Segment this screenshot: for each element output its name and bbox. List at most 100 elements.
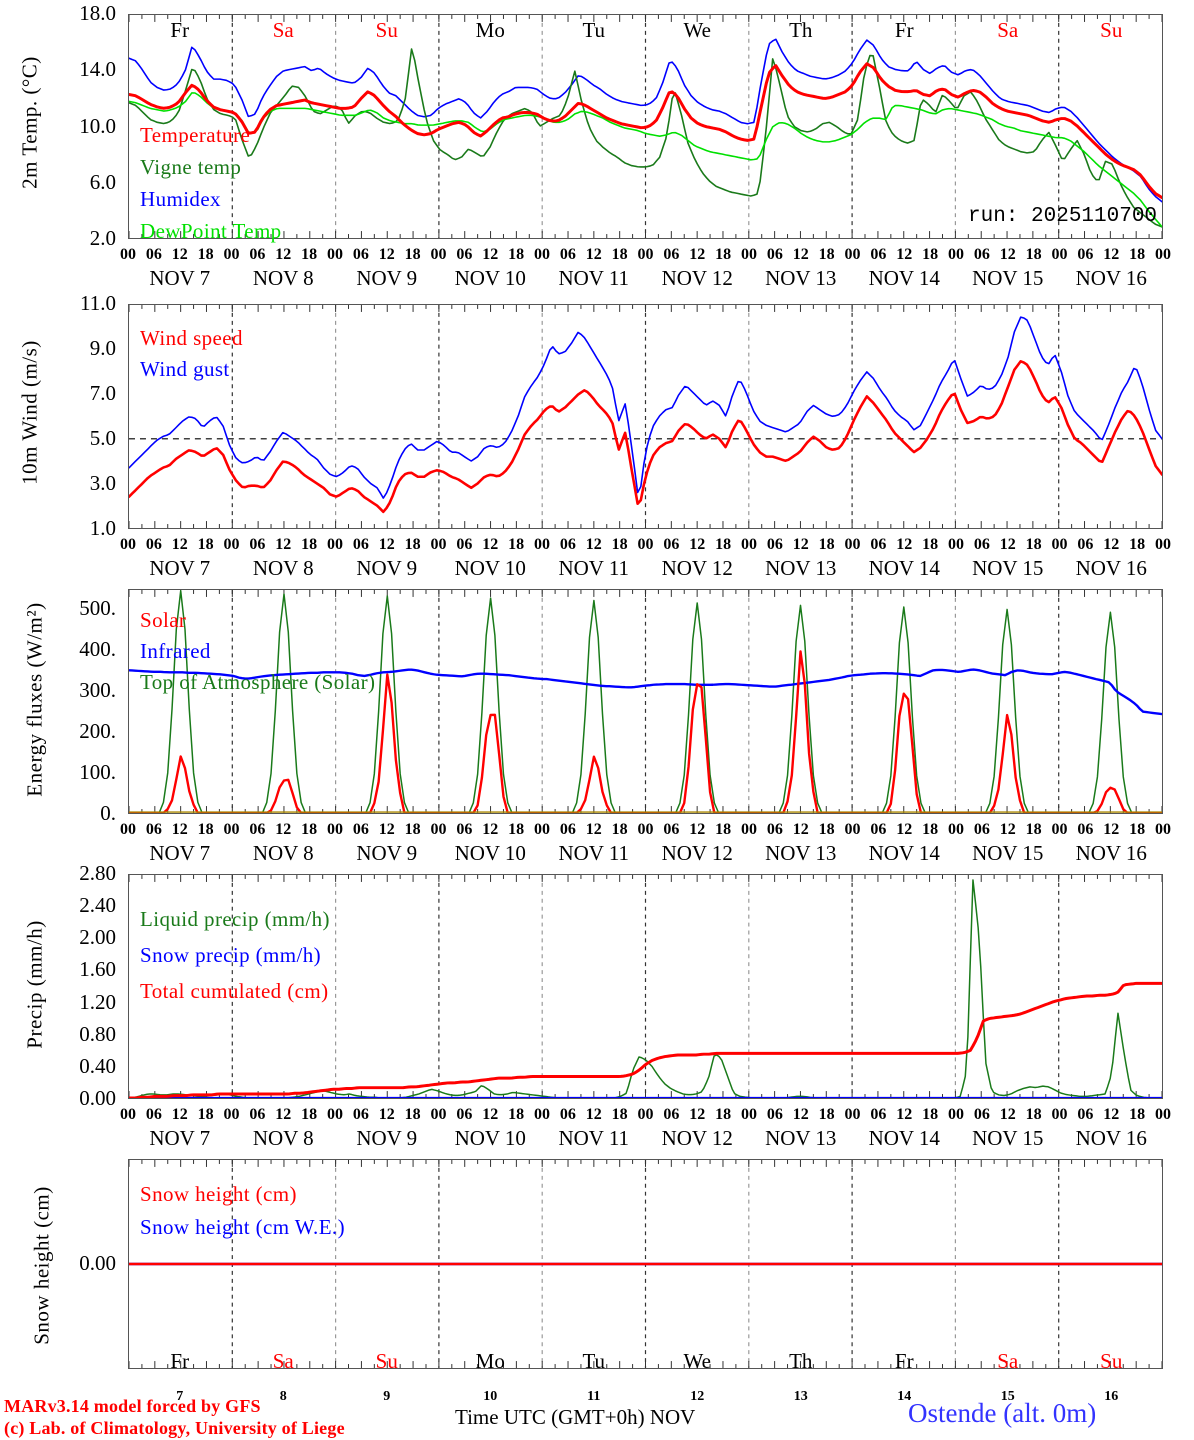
hour-tick-18: 18 [404,536,421,553]
hour-tick-06: 06 [870,246,887,263]
day-number-11: 11 [587,1389,601,1404]
hour-tick-00: 00 [120,821,136,838]
date-label-12: NOV 12 [661,556,733,580]
hour-tick-12: 12 [482,821,499,838]
hour-tick-00: 00 [327,1106,343,1123]
legend-item-precip-0: Liquid precip (mm/h) [140,907,330,931]
hour-tick-06: 06 [663,821,680,838]
hour-tick-18: 18 [508,1106,525,1123]
hour-tick-12: 12 [1103,1106,1120,1123]
xaxis-title: Time UTC (GMT+0h) NOV [455,1405,696,1429]
hour-tick-18: 18 [818,821,835,838]
date-label-15: NOV 15 [972,266,1044,290]
hour-tick-18: 18 [922,246,939,263]
hour-tick-06: 06 [559,536,576,553]
hour-tick-12: 12 [378,536,395,553]
series-humidex [129,38,1162,203]
day-number-8: 8 [279,1389,287,1404]
hour-tick-06: 06 [1077,821,1094,838]
ytick-wind-2: 5.0 [89,426,116,450]
day-label-su-9: Su [1100,18,1123,42]
legend-item-temperature-2: Humidex [140,187,221,211]
hour-tick-00: 00 [948,821,964,838]
date-label-14: NOV 14 [868,1126,940,1150]
day-label-fr-0: Fr [170,1349,190,1373]
hour-tick-12: 12 [482,1106,499,1123]
hour-tick-00: 00 [327,821,343,838]
ytick-precip-4: 1.60 [79,957,116,982]
date-label-14: NOV 14 [868,266,940,290]
plot-area-wind [128,304,1163,529]
series-dewpoint-temp [129,92,1162,228]
hour-tick-06: 06 [352,1106,369,1123]
hour-tick-18: 18 [818,1106,835,1123]
hour-tick-00: 00 [120,1106,136,1123]
hour-tick-06: 06 [973,1106,990,1123]
day-label-su-2: Su [375,18,398,42]
hour-tick-18: 18 [715,246,732,263]
day-label-sa-1: Sa [272,18,294,42]
hour-tick-06: 06 [870,1106,887,1123]
hour-tick-00: 00 [327,246,343,263]
panel-temperature: 2m Temp. (°C) 2.0 6.0 10.0 14.0 18.0 Tempera… [0,0,1194,290]
date-label-9: NOV 9 [356,556,418,580]
hour-tick-00: 00 [430,821,447,838]
ytick-temperature-1: 6.0 [89,169,116,194]
plot-area-energy [128,589,1163,814]
day-label-mo-3: Mo [475,18,505,42]
date-label-9: NOV 9 [356,841,418,865]
ytick-wind-1: 3.0 [89,471,116,495]
hour-tick-00: 00 [430,1106,447,1123]
hour-tick-12: 12 [378,1106,395,1123]
hour-tick-06: 06 [249,821,266,838]
legend-item-snow_height-1: Snow height (cm W.E.) [140,1215,345,1239]
hour-tick-18: 18 [715,1106,732,1123]
hour-tick-12: 12 [378,821,395,838]
ytick-wind-3: 7.0 [89,381,116,405]
hour-tick-12: 12 [896,1106,913,1123]
hour-tick-06: 06 [663,246,680,263]
hour-tick-06: 06 [456,246,473,263]
ytick-energy_fluxes-5: 500. [79,596,116,621]
hour-tick-00: 00 [637,246,654,263]
hour-tick-18: 18 [301,1106,318,1123]
series-top-of-atmosphere [129,590,1162,813]
legend-item-precip-2: Total cumulated (cm) [140,979,329,1003]
hour-tick-06: 06 [352,821,369,838]
date-label-13: NOV 13 [765,841,837,865]
date-label-8: NOV 8 [252,266,314,290]
date-label-11: NOV 11 [558,1126,630,1150]
date-label-7: NOV 7 [149,1126,211,1150]
day-label-th-6: Th [789,18,813,42]
day-label-fr-7: Fr [894,1349,914,1373]
day-label-sa-1: Sa [272,1349,294,1373]
hour-tick-00: 00 [741,1106,757,1123]
hour-tick-18: 18 [404,1106,421,1123]
hour-tick-06: 06 [456,1106,473,1123]
ytick-energy_fluxes-4: 400. [79,637,116,662]
day-label-sa-8: Sa [997,18,1019,42]
hour-tick-06: 06 [145,536,162,553]
ytick-energy_fluxes-1: 100. [79,760,116,785]
date-label-15: NOV 15 [972,556,1044,580]
date-label-7: NOV 7 [149,841,211,865]
hour-tick-12: 12 [792,1106,809,1123]
hour-tick-12: 12 [275,246,292,263]
hour-tick-06: 06 [249,536,266,553]
hour-tick-00: 00 [1051,246,1068,263]
date-label-7: NOV 7 [149,266,211,290]
day-label-fr-7: Fr [894,18,914,42]
ytick-precip-7: 2.80 [79,861,116,885]
legend-item-snow_height-0: Snow height (cm) [140,1182,297,1206]
hour-tick-06: 06 [145,821,162,838]
hour-tick-06: 06 [870,536,887,553]
day-label-we-5: We [683,1349,711,1373]
day-label-tu-4: Tu [582,18,606,42]
legend-item-energy_fluxes-0: Solar [140,608,187,632]
date-label-16: NOV 16 [1075,266,1147,290]
day-label-th-6: Th [789,1349,813,1373]
hour-tick-00: 00 [741,821,757,838]
date-label-16: NOV 16 [1075,556,1147,580]
hour-tick-18: 18 [1129,246,1146,263]
day-number-7: 7 [176,1389,184,1404]
